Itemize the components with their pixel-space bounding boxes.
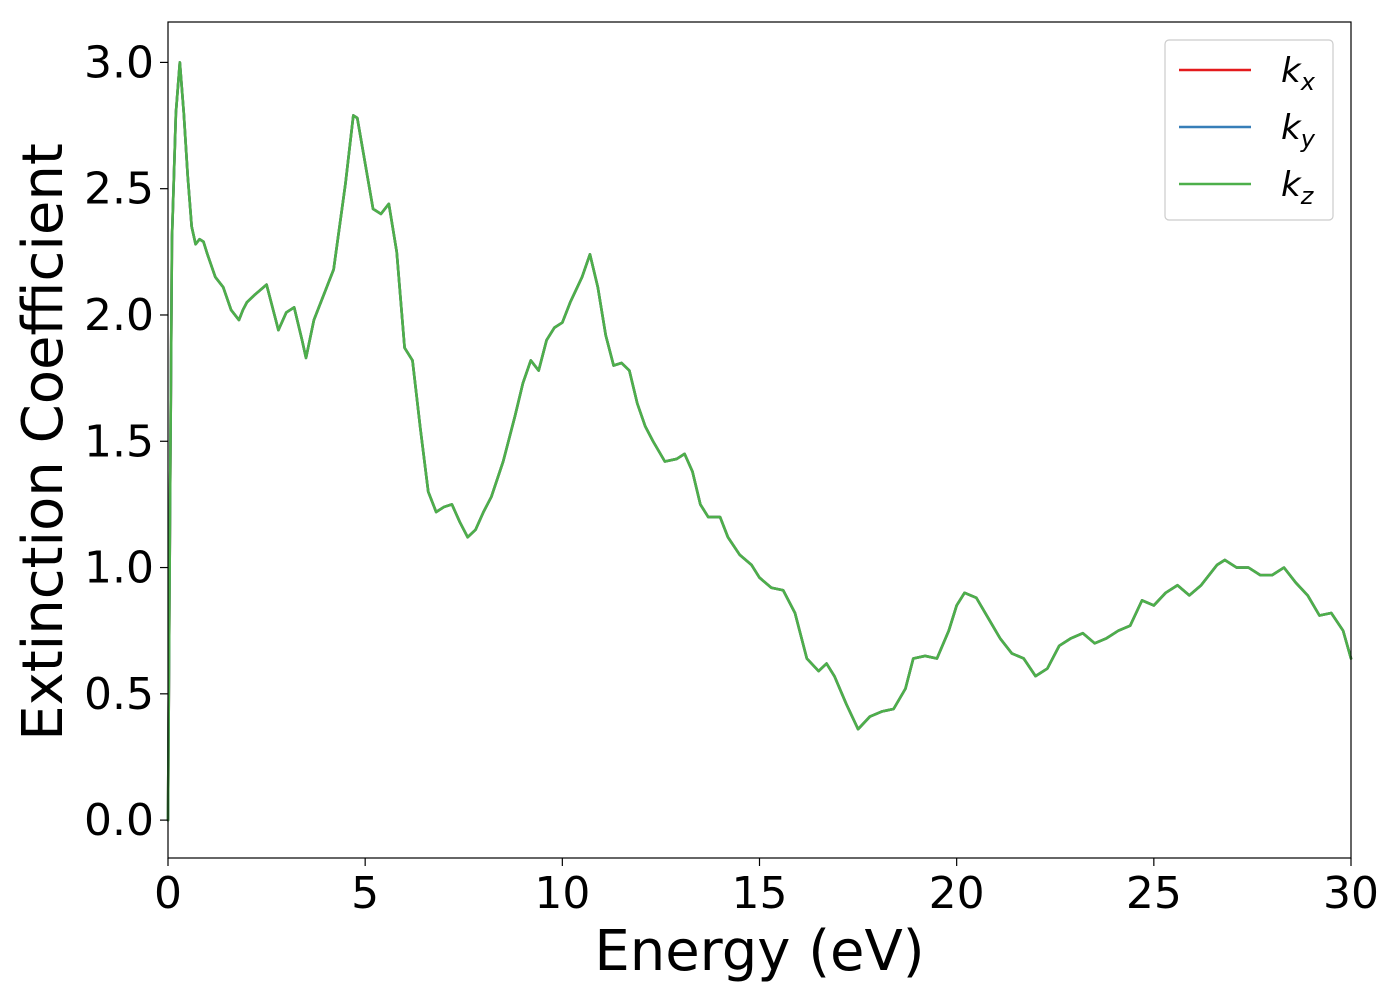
y-axis-label: Extinction Coefficient [11,143,76,741]
y-tick-label: 0.5 [84,669,154,720]
legend-label-z: kz [1281,165,1315,210]
x-tick-label: 0 [154,868,182,919]
x-tick-label: 20 [929,868,985,919]
y-tick-label: 0.0 [84,795,154,846]
x-tick-label: 10 [534,868,590,919]
y-axis-ticks: 0.0 0.5 1.0 1.5 2.0 2.5 3.0 [84,37,168,846]
legend: kx ky kz [1164,39,1334,221]
y-tick-label: 1.5 [84,416,154,467]
legend-box [1164,39,1334,221]
y-tick-label: 3.0 [84,37,154,88]
x-tick-label: 25 [1126,868,1182,919]
x-axis-ticks: 0 5 10 15 20 25 30 [154,858,1379,919]
legend-label-x: kx [1281,51,1316,96]
x-tick-label: 5 [351,868,379,919]
y-tick-label: 1.0 [84,543,154,594]
x-tick-label: 30 [1323,868,1379,919]
y-tick-label: 2.5 [84,164,154,215]
x-tick-label: 15 [732,868,788,919]
series-line-z [166,61,1353,822]
legend-label-y: ky [1281,108,1316,153]
x-axis-label: Energy (eV) [594,919,924,984]
y-tick-label: 2.0 [84,290,154,341]
series-layer [166,61,1353,822]
